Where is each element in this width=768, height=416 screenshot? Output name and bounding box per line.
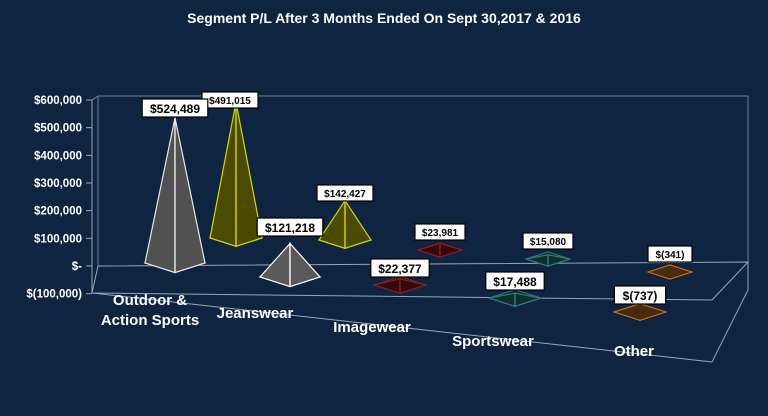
- series0-pyramid-0-face-left: [209, 102, 237, 248]
- series0-pyramid-3-face-right: [547, 254, 571, 267]
- series1-pyramid-4: [612, 303, 668, 321]
- series1-pyramid-1: [258, 241, 322, 288]
- series0-pyramid-2: [415, 242, 465, 258]
- y-tick-label: $200,000: [34, 206, 82, 218]
- series0-data-label-3: $15,080: [522, 232, 574, 250]
- series1-data-label-3-text: $17,488: [493, 275, 537, 289]
- x-category-label: Other: [614, 343, 654, 360]
- series0-pyramid-4-base: [646, 264, 694, 280]
- series1-data-label-2-box: [370, 258, 430, 278]
- series1-pyramid-3-face-right: [514, 292, 542, 308]
- series1-data-label-2: $22,377: [370, 258, 430, 278]
- series0-pyramid-3-face-left: [525, 254, 549, 267]
- series1-data-label-0-box: [141, 98, 209, 118]
- series0-pyramid-2-face-right: [439, 242, 465, 258]
- series0-pyramid-3: [524, 251, 572, 267]
- series1-pyramid-2: [371, 276, 429, 295]
- series0-data-label-0: $491,015: [201, 91, 259, 109]
- series1-data-label-4-box: [613, 285, 667, 305]
- x-category-label: Action Sports: [101, 312, 199, 329]
- y-tick-label: $500,000: [34, 123, 82, 135]
- x-category-label: Imagewear: [333, 319, 411, 336]
- y-tick-label: $-: [72, 261, 82, 273]
- series1-data-label-4-text: $(737): [623, 289, 658, 303]
- series1-data-label-0-text: $524,489: [150, 102, 200, 116]
- series1-data-label-1-text: $121,218: [265, 221, 315, 235]
- series1-pyramid-0: [143, 117, 207, 274]
- series1-data-label-4: $(737): [613, 285, 667, 305]
- series0-data-label-1-box: [316, 184, 374, 202]
- series0-data-label-2-box: [414, 223, 466, 241]
- series0-data-label-2-text: $23,981: [422, 228, 459, 239]
- front-floor-edge: [91, 292, 713, 363]
- series0-data-label-4: $(341): [647, 245, 693, 263]
- floor-plane: [91, 261, 750, 301]
- series0-data-label-0-text: $491,015: [209, 96, 251, 107]
- y-tick-label: $(100,000): [26, 289, 82, 301]
- y-tick-label: $300,000: [34, 178, 82, 190]
- y-tick-label: $600,000: [34, 95, 82, 107]
- series1-data-label-2-text: $22,377: [378, 262, 422, 276]
- series0-data-label-1-text: $142,427: [324, 189, 366, 200]
- series1-data-label-3-box: [485, 271, 545, 291]
- series1-data-label-0: $524,489: [141, 98, 209, 118]
- series0-data-label-1: $142,427: [316, 184, 374, 202]
- series1-data-label-1-box: [256, 217, 324, 237]
- series1-pyramid-0-face-right: [174, 117, 206, 274]
- series0-pyramid-4: [646, 264, 694, 280]
- series0-data-label-4-text: $(341): [656, 250, 685, 261]
- series0-pyramid-1: [317, 198, 373, 250]
- series0-pyramid-1-face-right: [344, 198, 372, 250]
- series1-pyramid-0-face-left: [144, 117, 176, 274]
- series0-data-label-2: $23,981: [414, 223, 466, 241]
- x-category-label: Sportswear: [452, 333, 534, 350]
- series1-pyramid-3-face-left: [488, 292, 516, 308]
- y-tick-label: $400,000: [34, 150, 82, 162]
- series1-data-label-3: $17,488: [485, 271, 545, 291]
- series0-data-label-3-text: $15,080: [530, 237, 567, 248]
- series0-pyramid-2-face-left: [415, 242, 441, 258]
- chart-title: Segment P/L After 3 Months Ended On Sept…: [187, 10, 581, 26]
- y-tick-label: $100,000: [34, 233, 82, 245]
- series0-data-label-3-box: [522, 232, 574, 250]
- series1-pyramid-3: [487, 289, 543, 308]
- series1-data-label-1: $121,218: [256, 217, 324, 237]
- x-category-label: Outdoor &: [113, 292, 187, 309]
- series0-data-label-4-box: [647, 245, 693, 263]
- series1-pyramid-4-base: [612, 303, 668, 321]
- back-wall-outline: [91, 95, 749, 262]
- series0-pyramid-0: [208, 102, 264, 248]
- front-right-edge: [711, 289, 749, 363]
- x-category-label: Jeanswear: [217, 305, 294, 322]
